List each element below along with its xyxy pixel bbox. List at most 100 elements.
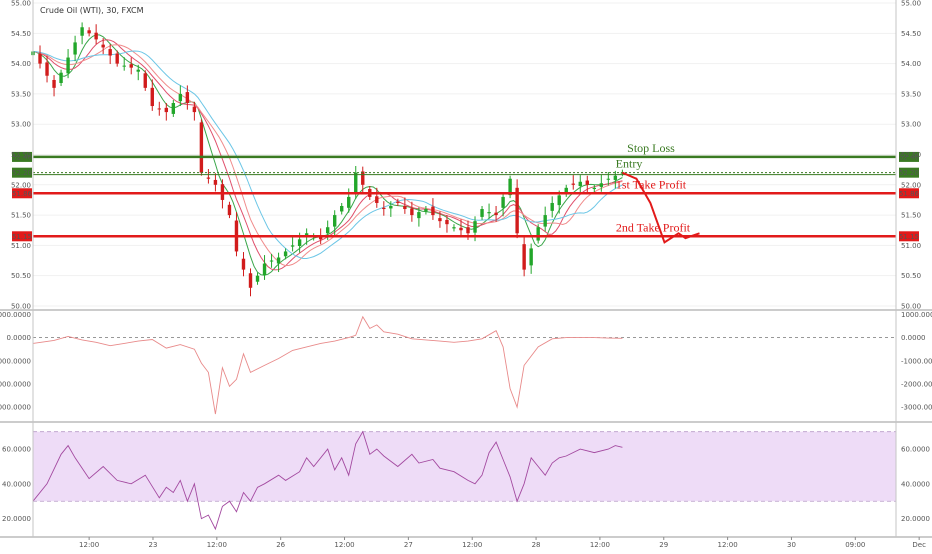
candle-body xyxy=(585,180,589,185)
y-tick-label-right: 50.50 xyxy=(901,272,921,280)
y-tick-label-left: 53.50 xyxy=(11,90,31,98)
ma-slow-line xyxy=(32,44,623,267)
y-tick-label-left: 54.00 xyxy=(11,60,31,68)
candle-body xyxy=(199,122,204,173)
candle-body xyxy=(452,227,456,229)
osc-tick-label-right: -2000.0000 xyxy=(901,380,932,388)
price-tag-left-text: 51.86 xyxy=(12,190,33,198)
oscillator-line xyxy=(32,315,623,415)
candle-body xyxy=(613,175,618,180)
x-tick-label: 12:00 xyxy=(462,541,482,549)
x-tick-label: 12:00 xyxy=(207,541,227,549)
x-tick-label: 12:00 xyxy=(79,541,99,549)
osc-tick-label-right: 1000.0000 xyxy=(901,311,932,319)
y-tick-label-right: 54.00 xyxy=(901,60,921,68)
osc-tick-label-left: 1000.0000 xyxy=(0,311,31,319)
candle-body xyxy=(136,69,140,72)
candle-body xyxy=(87,30,91,34)
y-tick-label-left: 53.00 xyxy=(11,121,31,129)
rsi-band xyxy=(33,431,896,502)
candle-body xyxy=(192,106,197,113)
x-tick-label: 23 xyxy=(149,541,158,549)
candle-body xyxy=(178,93,183,102)
candle-body xyxy=(564,187,568,194)
candle-body xyxy=(396,201,400,203)
candle-body xyxy=(248,273,253,288)
level-label: 1st Take Profit xyxy=(616,177,687,191)
osc-tick-label-left: -1000.0000 xyxy=(0,357,31,365)
candle-body xyxy=(171,103,176,114)
candle-body xyxy=(480,209,484,217)
candle-body xyxy=(375,196,379,203)
price-tag-right-text: 52.46 xyxy=(899,153,920,161)
y-tick-label-left: 50.00 xyxy=(11,302,31,310)
candle-body xyxy=(347,196,351,208)
y-tick-label-left: 51.50 xyxy=(11,212,31,220)
candle-body xyxy=(206,177,211,179)
candle-body xyxy=(164,107,169,113)
candle-body xyxy=(227,204,232,216)
rsi-tick-label-right: 40.0000 xyxy=(901,480,930,488)
osc-tick-label-right: -3000.0000 xyxy=(901,404,932,412)
y-tick-label-right: 55.00 xyxy=(901,0,921,8)
y-tick-label-right: 52.00 xyxy=(901,181,921,189)
candle-body xyxy=(361,171,365,185)
candle-body xyxy=(466,227,470,234)
candle-body xyxy=(241,258,246,270)
osc-tick-label-right: 0.0000 xyxy=(901,334,926,342)
candle-body xyxy=(403,206,407,210)
y-tick-label-left: 51.00 xyxy=(11,242,31,250)
level-label: Stop Loss xyxy=(627,141,675,155)
x-tick-label: 12:00 xyxy=(590,541,610,549)
y-tick-label-right: 50.00 xyxy=(901,302,921,310)
y-tick-label-right: 51.50 xyxy=(901,212,921,220)
candle-body xyxy=(473,221,477,233)
candle-body xyxy=(438,218,442,222)
x-tick-label: 30 xyxy=(787,541,796,549)
price-tag-left-text: 51.15 xyxy=(12,233,32,241)
y-tick-label-left: 52.00 xyxy=(11,181,31,189)
price-tag-right xyxy=(899,151,919,162)
candle-body xyxy=(501,196,505,208)
candle-body xyxy=(213,179,218,185)
price-tag-right-text: 51.15 xyxy=(899,233,919,241)
candle-body xyxy=(157,108,161,110)
price-tag-left xyxy=(12,231,32,242)
x-tick-label: 12:00 xyxy=(334,541,354,549)
candle-body xyxy=(150,87,154,107)
y-tick-label-right: 53.00 xyxy=(901,121,921,129)
osc-tick-label-right: -1000.0000 xyxy=(901,357,932,365)
candle-body xyxy=(262,263,267,276)
x-tick-label: 29 xyxy=(659,541,668,549)
candle-body xyxy=(80,27,84,36)
candle-body xyxy=(38,53,42,64)
y-tick-label-right: 52.50 xyxy=(901,151,921,159)
x-tick-label: 26 xyxy=(276,541,285,549)
candle-body xyxy=(283,251,288,257)
x-tick-label: 09:00 xyxy=(845,541,865,549)
candle-body xyxy=(389,206,393,209)
candle-body xyxy=(59,72,63,84)
candle-body xyxy=(529,248,533,266)
price-tag-left xyxy=(12,151,32,162)
candle-body xyxy=(522,244,526,270)
level-label: 2nd Take Profit xyxy=(616,220,691,234)
candle-body xyxy=(536,227,540,241)
x-tick-label: 27 xyxy=(404,541,413,549)
candle-body xyxy=(122,65,126,67)
rsi-tick-label-left: 40.0000 xyxy=(2,480,31,488)
rsi-line xyxy=(32,430,623,531)
candle-body xyxy=(45,62,49,76)
candle-body xyxy=(382,207,386,210)
rsi-tick-label-left: 60.0000 xyxy=(2,446,31,454)
osc-tick-label-left: 0.0000 xyxy=(7,334,32,342)
price-tag-right xyxy=(899,231,919,242)
rsi-tick-label-right: 20.0000 xyxy=(901,515,930,523)
candle-body xyxy=(354,172,358,193)
candle-body xyxy=(550,202,554,211)
candle-body xyxy=(129,64,133,68)
candle-body xyxy=(515,187,519,234)
price-tag-right-text: 51.86 xyxy=(899,190,920,198)
rsi-tick-label-left: 20.0000 xyxy=(2,515,31,523)
